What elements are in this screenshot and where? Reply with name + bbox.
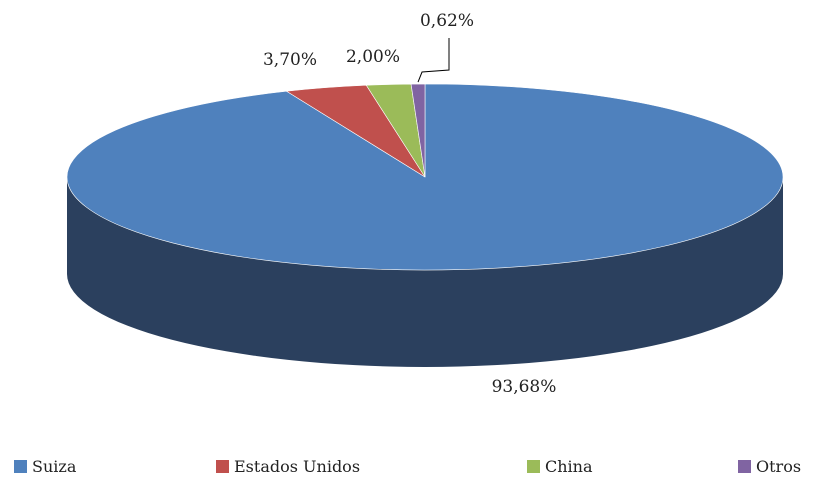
legend-swatch-china [527, 460, 540, 473]
data-label-suiza: 93,68% [492, 377, 557, 397]
legend-swatch-otros [738, 460, 751, 473]
legend-label-estados-unidos: Estados Unidos [234, 457, 361, 476]
legend-swatch-estados-unidos [216, 460, 229, 473]
legend-label-otros: Otros [756, 457, 802, 476]
legend-swatch-suiza [14, 460, 27, 473]
legend-item-otros: Otros [738, 457, 801, 476]
legend-item-suiza: Suiza [14, 457, 76, 476]
data-label-estados-unidos: 3,70% [263, 50, 317, 70]
data-label-otros: 0,62% [420, 11, 474, 31]
pie-slices-group [66, 83, 784, 271]
pie-side-wall [67, 177, 783, 367]
data-label-china: 2,00% [346, 47, 400, 67]
legend-item-estados-unidos: Estados Unidos [216, 457, 360, 476]
leader-line-otros [417, 38, 450, 83]
pie-chart: 93,68% 3,70% 2,00% 0,62% [66, 11, 784, 397]
pie-side-group [67, 177, 783, 367]
legend-item-china: China [527, 457, 593, 476]
legend-label-china: China [545, 457, 593, 476]
pie-slice-otros [410, 83, 426, 178]
legend: Suiza Estados Unidos China Otros [0, 457, 817, 479]
pie-labels-group: 93,68% 3,70% 2,00% 0,62% [263, 11, 556, 397]
legend-label-suiza: Suiza [32, 457, 77, 476]
